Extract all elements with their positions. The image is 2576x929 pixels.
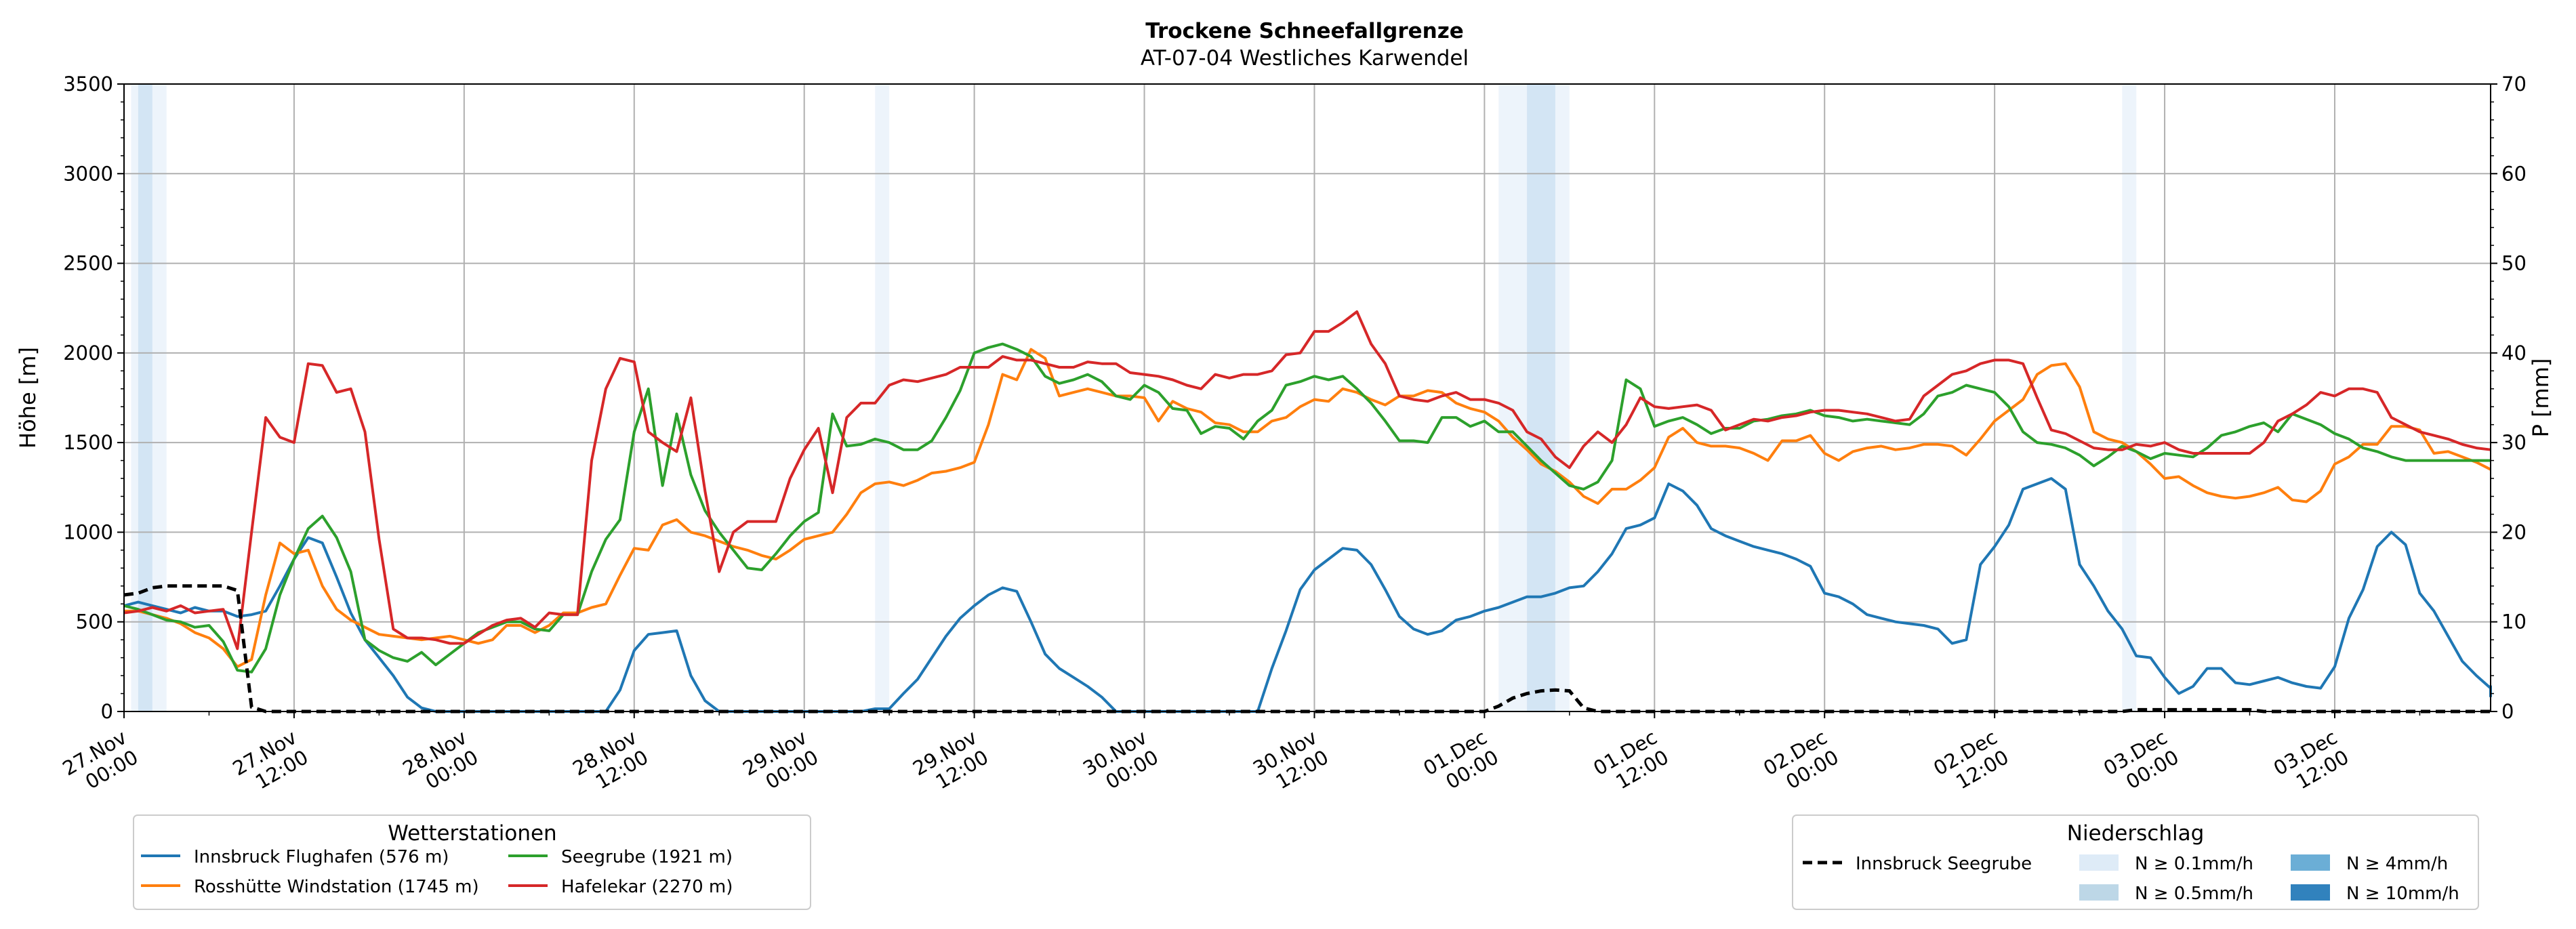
xtick-4: 29.Nov00:00 [739, 726, 822, 800]
ytick-right-5: 50 [2501, 252, 2527, 275]
precip-band-4 [1527, 84, 1555, 711]
ytick-left-0: 0 [101, 700, 113, 723]
xtick-10: 02.Dec00:00 [1759, 726, 1843, 800]
legend-station-label-0: Innsbruck Flughafen (576 m) [194, 847, 449, 867]
chart-title: Trockene Schneefallgrenze [1145, 19, 1464, 43]
legend-station-label-2: Seegrube (1921 m) [561, 847, 733, 867]
ytick-right-4: 40 [2501, 342, 2527, 365]
y-axis-left-label: Höhe [m] [15, 347, 41, 449]
legend-precip-label-0: N ≥ 0.1mm/h [2135, 854, 2253, 874]
ytick-left-6: 3000 [63, 162, 113, 185]
legend-station-label-3: Hafelekar (2270 m) [561, 877, 733, 897]
legend-precip: Niederschlag Innsbruck Seegrube N ≥ 0.1m… [1792, 814, 2479, 910]
legend-precip-label-2: N ≥ 4mm/h [2346, 854, 2448, 874]
ytick-right-1: 10 [2501, 611, 2527, 634]
precip-bands [131, 84, 2137, 711]
y-axis-right-label: P [mm] [2528, 358, 2554, 438]
precip-line [123, 584, 2491, 714]
xtick-6: 30.Nov00:00 [1079, 726, 1162, 800]
legend-precip-line-label: Innsbruck Seegrube [1856, 854, 2032, 874]
precip-band-1 [138, 84, 152, 711]
series-line-2 [123, 342, 2491, 674]
ytick-right-2: 20 [2501, 520, 2527, 543]
ytick-left-2: 1000 [63, 520, 113, 543]
legend-precip-swatch-3 [2291, 884, 2330, 901]
xtick-1: 27.Nov12:00 [228, 726, 312, 800]
ytick-right-7: 70 [2501, 73, 2527, 96]
xtick-7: 30.Nov12:00 [1249, 726, 1332, 800]
legend-precip-swatch-0 [2079, 854, 2119, 871]
ytick-left-7: 3500 [63, 73, 113, 96]
precip-band-5 [2122, 84, 2137, 711]
plot-frame [123, 83, 2491, 712]
ytick-left-4: 2000 [63, 342, 113, 365]
precip-series [123, 584, 2491, 714]
legend-precip-label-3: N ≥ 10mm/h [2346, 884, 2459, 904]
series-line-3 [123, 310, 2491, 651]
xtick-12: 03.Dec00:00 [2100, 726, 2183, 800]
ytick-right-3: 30 [2501, 431, 2527, 454]
ytick-right-6: 60 [2501, 162, 2527, 185]
chart-subtitle: AT-07-04 Westliches Karwendel [1141, 46, 1469, 70]
xtick-8: 01.Dec00:00 [1419, 726, 1502, 800]
ytick-right-0: 0 [2501, 700, 2514, 723]
xtick-9: 01.Dec12:00 [1589, 726, 1673, 800]
station-series [123, 310, 2492, 713]
xtick-11: 02.Dec12:00 [1929, 726, 2013, 800]
legend-stations-title: Wetterstationen [388, 821, 556, 846]
ytick-left-5: 2500 [63, 252, 113, 275]
xtick-3: 28.Nov12:00 [569, 726, 652, 800]
xtick-2: 28.Nov00:00 [398, 726, 482, 800]
xtick-13: 03.Dec12:00 [2270, 726, 2353, 800]
legend-stations: Wetterstationen Innsbruck Flughafen (576… [133, 814, 811, 910]
legend-precip-title: Niederschlag [2067, 821, 2205, 846]
legend-station-label-1: Rosshütte Windstation (1745 m) [194, 877, 479, 897]
xtick-5: 29.Nov12:00 [909, 726, 992, 800]
series-line-1 [124, 348, 2491, 668]
xtick-0: 27.Nov00:00 [59, 726, 142, 800]
plot-area [124, 84, 2491, 711]
precip-band-2 [875, 84, 890, 711]
legend-precip-swatch-2 [2291, 854, 2330, 871]
ytick-left-3: 1500 [63, 431, 113, 454]
legend-precip-swatch-1 [2079, 884, 2119, 901]
legend-precip-label-1: N ≥ 0.5mm/h [2135, 884, 2253, 904]
ytick-left-1: 500 [76, 611, 113, 634]
